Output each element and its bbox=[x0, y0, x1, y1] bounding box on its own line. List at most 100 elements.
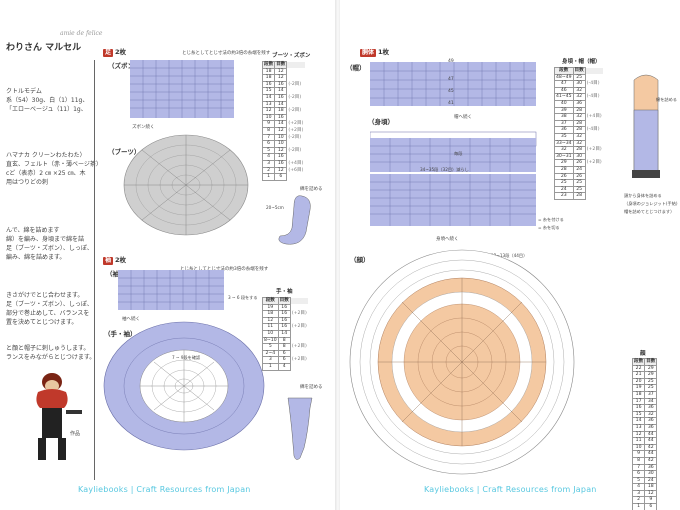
boots-table-cell: 14 bbox=[261, 93, 276, 102]
face-table-cell: 10 bbox=[631, 443, 646, 452]
body-table-row: 41~45 32 (-4目) bbox=[554, 93, 604, 101]
face-table-cell: 19 bbox=[631, 384, 646, 392]
arm-note-side: 3 ~ 6 段をする bbox=[228, 295, 258, 300]
hand-spokes bbox=[140, 350, 228, 422]
boots-table-cell: 8 bbox=[261, 126, 276, 135]
sleeve-label: （袖） bbox=[106, 270, 126, 278]
head-grid-lines bbox=[370, 62, 536, 106]
arm-table-cell: (+2目) bbox=[291, 357, 307, 363]
boots-table-cell: 14 bbox=[274, 100, 288, 109]
face-table-cell: 34 bbox=[644, 397, 658, 406]
body-table-cell bbox=[585, 74, 603, 81]
face-table-cell: 42 bbox=[644, 443, 658, 452]
boots-table-row: 16 16 (-2目) bbox=[261, 80, 305, 89]
boots-table-cell: 18 bbox=[274, 107, 288, 115]
pants-grid-chart bbox=[130, 60, 234, 118]
boots-table-cell: 12 bbox=[274, 126, 288, 135]
arm-header: 袖 2枚 bbox=[103, 256, 126, 265]
body-table-cell: 25 bbox=[572, 73, 586, 82]
body-table-cell: 25 bbox=[572, 179, 586, 187]
watermark-left: Kayliebooks | Craft Resources from Japan bbox=[78, 485, 251, 494]
arm-table-header-row: 段数 目数 bbox=[262, 297, 309, 305]
body-table-cell bbox=[585, 100, 603, 107]
body-table-cell: 26 bbox=[554, 172, 574, 181]
body-table-cell: 36 bbox=[572, 99, 586, 108]
body-continue-note: 身頃へ続く bbox=[436, 237, 459, 242]
boots-table-cell bbox=[287, 75, 305, 82]
arm-table-cell: (+2目) bbox=[291, 311, 307, 317]
boots-table-header-cell: 目数 bbox=[274, 61, 288, 69]
steps1-line-4: 編み、綿を詰めます。 bbox=[6, 254, 66, 261]
body-table-cell bbox=[585, 173, 603, 180]
arm-center-note: 7 ~ 9段を確認 bbox=[172, 355, 201, 360]
face-row-table: 段数 目数 22 29 21 29 20 25 19 25 18 37 17 34 16 36 15 32 14 36… bbox=[631, 358, 658, 510]
materials2-line-4: 用はつりどの刺 bbox=[6, 179, 49, 186]
body-table-cell: (+4目) bbox=[586, 114, 602, 120]
boots-table-cell: (+2目) bbox=[288, 121, 304, 127]
face-table-row: 13 36 bbox=[631, 423, 658, 432]
boots-table-row: 9 14 (+2目) bbox=[261, 120, 305, 128]
face-table-cell: 6 bbox=[631, 470, 646, 478]
materials2-line-2: 直玄、フェルト（赤・薄ベージ茶） bbox=[6, 161, 102, 168]
body-table-cell bbox=[585, 186, 603, 193]
body-table-header-row: 段数 目数 bbox=[554, 67, 604, 75]
leg-piece-note: 綿を詰める bbox=[300, 187, 323, 192]
materials-line-3: 「エローベージュ（11）1g、 bbox=[6, 106, 87, 113]
face-ring-3 bbox=[369, 269, 555, 455]
body-table-cell: (+2目) bbox=[586, 160, 602, 166]
boots-table-row: 3 16 (+4目) bbox=[261, 159, 305, 168]
sleeve-grid-lines bbox=[118, 270, 224, 310]
boots-table-cell: 12 bbox=[274, 146, 288, 155]
arm-table-title: 手・袖 bbox=[276, 289, 293, 295]
arm-table-row: 18 16 (+2目) bbox=[262, 310, 309, 318]
steps1-line-1: んで、綿を詰めます bbox=[6, 227, 60, 234]
body-piece-illustration bbox=[632, 74, 660, 178]
boots-spokes bbox=[124, 135, 248, 235]
boots-table-row: 2 12 (+6目) bbox=[261, 166, 305, 175]
arm-note-top: とじ糸としてとじ寸法の約3倍の糸端を残す bbox=[180, 267, 269, 272]
boots-table-cell: 13 bbox=[261, 100, 276, 109]
arm-table-cell: 12 bbox=[262, 316, 279, 325]
face-table-cell: 36 bbox=[644, 417, 658, 425]
doll-leg-right bbox=[58, 438, 66, 460]
face-table-row: 4 18 bbox=[631, 483, 658, 491]
boots-table-cell: 16 bbox=[274, 93, 288, 102]
body-table-cell: 32 bbox=[572, 113, 586, 121]
face-table-cell: 7 bbox=[631, 463, 646, 472]
face-table-cell: 4 bbox=[631, 483, 646, 491]
materials2-line-3: cど（表赤）2 ㎝ ×25 ㎝、木 bbox=[6, 170, 86, 177]
face-table-cell: 30 bbox=[644, 470, 658, 478]
boots-table-cell: 12 bbox=[274, 166, 288, 175]
face-table-cell: 18 bbox=[644, 483, 658, 491]
arm-piece-illustration bbox=[287, 397, 313, 460]
face-table-row: 16 36 bbox=[631, 404, 658, 412]
page-title: わりさん マルセル bbox=[6, 43, 82, 53]
arm-table-row: 12 16 bbox=[262, 316, 309, 325]
face-table-cell: 22 bbox=[631, 364, 646, 373]
body-table-row: 47 30 (-4目) bbox=[554, 80, 604, 88]
boots-table-cell: 16 bbox=[274, 113, 288, 122]
face-table-row: 20 25 bbox=[631, 377, 658, 386]
boots-table-row: 8 12 (+2目) bbox=[261, 126, 305, 135]
boots-table-row: 18 12 bbox=[261, 67, 305, 76]
boots-table-header-row: 段数 目数 bbox=[261, 61, 305, 69]
face-table-cell: 13 bbox=[631, 423, 646, 432]
leg-piece-shape bbox=[278, 195, 311, 245]
face-table-cell: 36 bbox=[644, 404, 658, 412]
face-table-cell: 3 bbox=[631, 489, 646, 498]
body-table-cell: 29 bbox=[554, 159, 574, 167]
arm-table-header-cell bbox=[290, 297, 309, 305]
body-table-cell: (-4目) bbox=[586, 94, 600, 100]
boots-table-cell: 6 bbox=[274, 173, 288, 181]
body-piece-base bbox=[632, 170, 660, 178]
face-table-row: 6 30 bbox=[631, 470, 658, 478]
boots-table-cell: 3 bbox=[261, 159, 276, 168]
leg-piece-illustration bbox=[278, 195, 311, 245]
body-table-cell: 41~45 bbox=[554, 93, 574, 101]
body-table-row: 36 28 (-4目) bbox=[554, 126, 604, 134]
body-piece-cloth bbox=[633, 109, 659, 176]
boots-table-row: 4 16 bbox=[261, 153, 305, 161]
